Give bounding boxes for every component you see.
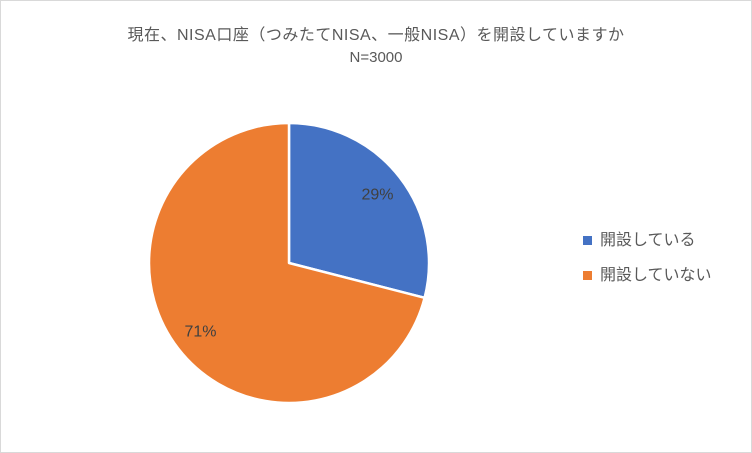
chart-subtitle: N=3000 bbox=[349, 49, 403, 66]
pie-data-label-0: 29% bbox=[361, 186, 393, 203]
pie-data-label-1: 71% bbox=[184, 324, 216, 341]
pie-slice-1 bbox=[147, 121, 426, 405]
legend: 開設している 開設していない bbox=[583, 231, 712, 301]
pie-slice-0 bbox=[287, 121, 431, 300]
legend-item-not-opened: 開設していない bbox=[583, 266, 712, 285]
legend-label-opened: 開設している bbox=[600, 232, 696, 249]
legend-marker-not-opened-icon bbox=[583, 271, 592, 281]
legend-marker-opened-icon bbox=[583, 236, 592, 246]
legend-label-not-opened: 開設していない bbox=[600, 267, 712, 285]
legend-item-opened: 開設している bbox=[583, 231, 712, 250]
chart-title: 現在、NISA口座（つみたてNISA、一般NISA）を開設していますか bbox=[127, 27, 625, 44]
